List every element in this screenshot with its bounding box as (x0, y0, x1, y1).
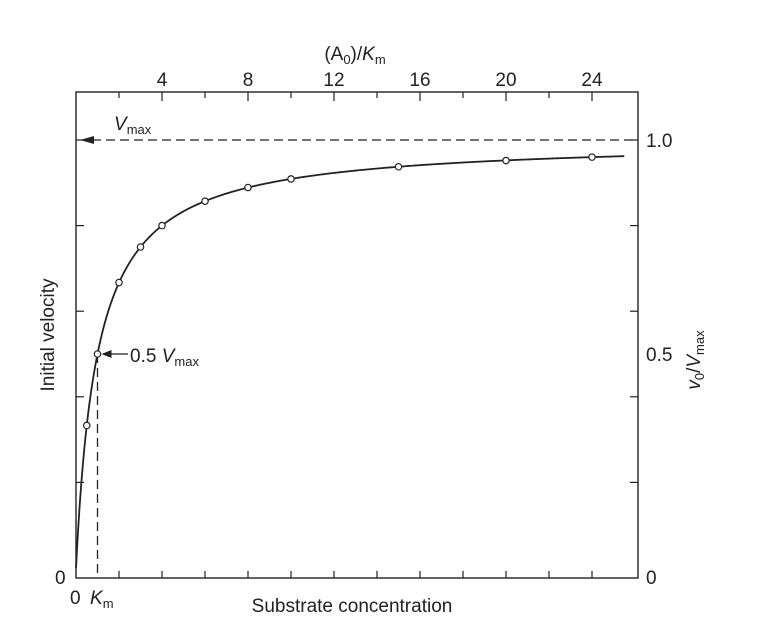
half-vmax-arrowhead (101, 350, 112, 358)
data-point (158, 221, 166, 230)
half-vmax-label: 0.5 Vmax (130, 346, 199, 369)
km-tick-label: Km (90, 588, 114, 611)
series-curve (75, 155, 625, 569)
data-point (502, 156, 510, 165)
data-point (201, 197, 209, 206)
top-tick-label: 20 (495, 70, 516, 91)
top-axis-ticks (118, 92, 593, 101)
top-axis-tick-labels: 4 8 12 16 20 24 (157, 70, 603, 91)
data-point (93, 350, 102, 358)
vmax-arrowhead (80, 136, 94, 144)
top-tick-label: 8 (243, 70, 254, 91)
data-point (588, 153, 596, 161)
data-point (115, 278, 123, 287)
data-point (394, 162, 403, 171)
data-point (136, 243, 145, 251)
left-axis-title: Initial velocity (38, 278, 59, 391)
top-tick-label: 4 (157, 70, 168, 91)
top-tick-label: 24 (581, 70, 603, 91)
right-axis-ticks (630, 139, 638, 483)
right-tick-label: 0 (646, 568, 657, 589)
left-axis-ticks (76, 139, 84, 483)
right-axis-tick-labels: 0 0.5 1.0 (646, 131, 672, 589)
top-axis-title: (A0)/Km (324, 44, 385, 67)
bottom-axis-origin-label: 0 (70, 588, 81, 609)
plot-frame (75, 91, 639, 579)
right-tick-label: 1.0 (646, 131, 672, 152)
vmax-label: Vmax (114, 114, 152, 137)
left-axis-origin-label: 0 (55, 568, 66, 589)
data-point (82, 421, 91, 430)
right-tick-label: 0.5 (646, 345, 672, 366)
data-point (287, 175, 295, 183)
top-tick-label: 16 (409, 70, 430, 91)
bottom-axis-ticks (118, 571, 593, 578)
bottom-axis-title: Substrate concentration (252, 596, 453, 617)
right-axis-title: v0/Vmax (684, 330, 707, 390)
data-point (244, 183, 252, 192)
data-points (82, 153, 596, 430)
top-tick-label: 12 (323, 70, 344, 91)
